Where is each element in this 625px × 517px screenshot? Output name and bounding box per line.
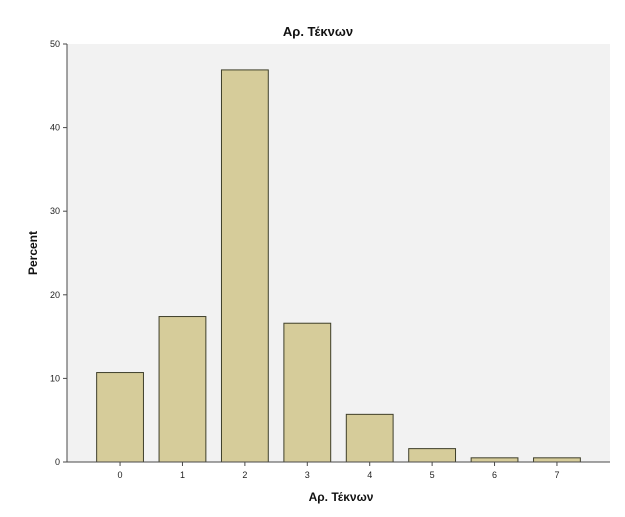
x-tick-label: 3 [305,470,310,480]
bar-1 [158,316,207,463]
x-axis-title: Αρ. Τέκνων [309,490,374,504]
y-tick-label: 20 [50,290,60,300]
bar-4 [345,413,394,463]
bar-2 [220,69,269,463]
x-tick-label: 7 [554,470,559,480]
x-tick-label: 5 [430,470,435,480]
x-tick-label: 0 [118,470,123,480]
x-tick-label: 1 [180,470,185,480]
y-tick-label: 40 [50,123,60,133]
bar-0 [96,372,144,463]
y-tick-label: 0 [55,457,60,467]
x-tick-label: 4 [367,470,372,480]
bar-3 [283,322,332,463]
x-tick-label: 2 [242,470,247,480]
x-tick-label: 6 [492,470,497,480]
y-tick-label: 30 [50,206,60,216]
bar-5 [408,448,457,463]
chart-title: Αρ. Τέκνων [283,24,353,39]
x-axis-ticks: 0 1 2 3 4 5 6 7 [118,462,559,480]
plot-area [67,44,610,462]
y-tick-label: 50 [50,39,60,49]
y-axis-ticks: 0 10 20 30 40 50 [50,39,67,467]
bar-7 [533,457,581,463]
y-axis-title: Percent [26,231,40,275]
bars-group [96,69,581,463]
bar-6 [470,457,519,463]
y-tick-label: 10 [50,373,60,383]
